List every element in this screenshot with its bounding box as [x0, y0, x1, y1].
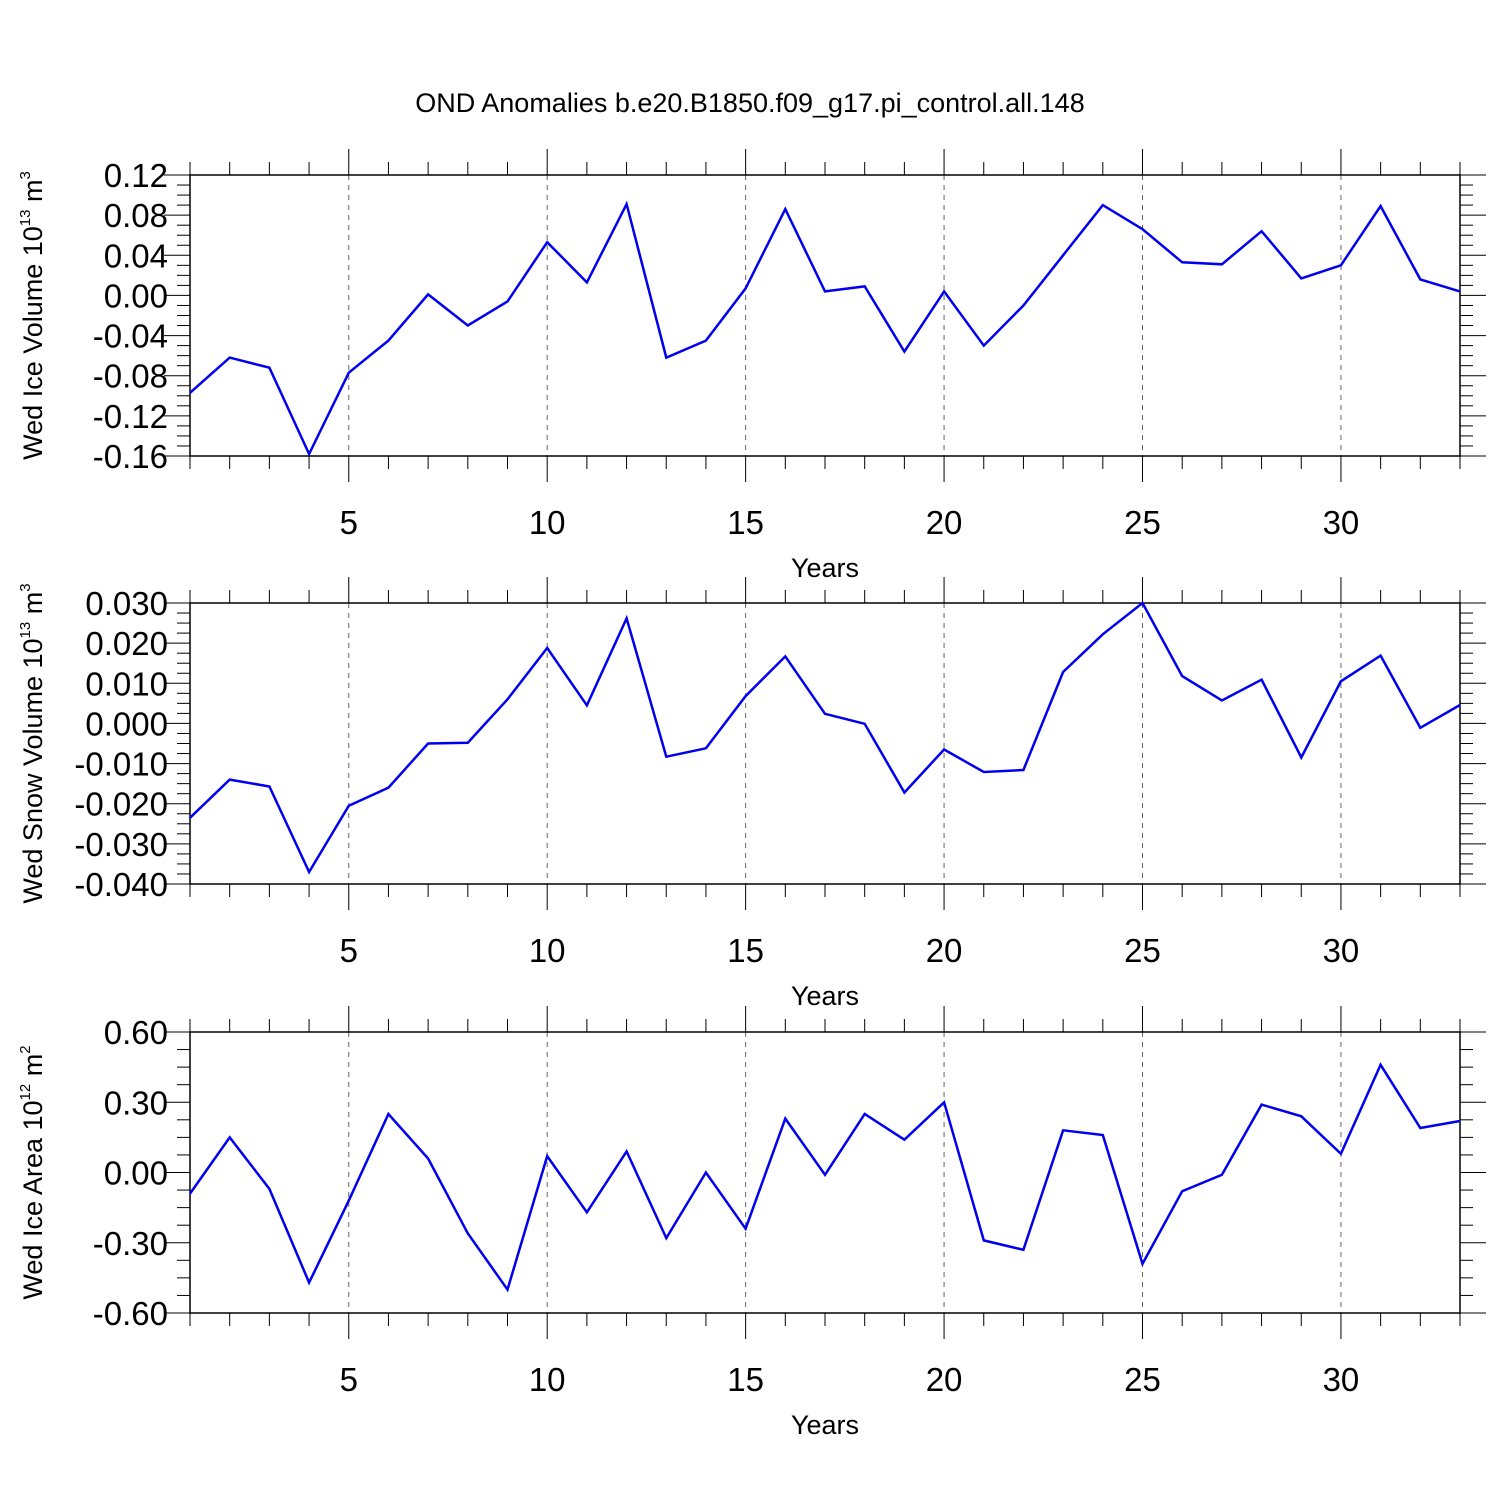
y-axis-label-main: Wed Ice Volume 10	[18, 226, 48, 460]
x-tick-label: 20	[926, 504, 963, 541]
y-axis-label-unit-exponent: 3	[17, 583, 34, 591]
y-axis-label: Wed Snow Volume 1013 m3	[17, 583, 48, 903]
y-axis-label-exponent: 13	[17, 622, 34, 639]
y-tick-label: -0.08	[93, 358, 168, 395]
y-tick-label: -0.60	[93, 1295, 168, 1332]
y-tick-label: 0.30	[104, 1084, 168, 1121]
x-tick-label: 20	[926, 932, 963, 969]
y-tick-label: 0.00	[104, 1155, 168, 1192]
x-tick-label: 20	[926, 1361, 963, 1398]
y-axis-label: Wed Ice Area 1012 m2	[17, 1045, 48, 1299]
series-line	[188, 1062, 1461, 1293]
x-axis-label: Years	[791, 553, 859, 583]
y-tick-label: 0.000	[85, 705, 168, 742]
y-axis-label-main: Wed Snow Volume 10	[18, 638, 48, 903]
panels: 0.120.080.040.00-0.04-0.08-0.12-0.165 10 1…	[17, 149, 1486, 1440]
x-tick-label: 25	[1124, 932, 1161, 969]
y-tick-label: -0.010	[74, 746, 168, 783]
x-tick-label: 15	[727, 504, 764, 541]
y-tick-label: -0.12	[93, 398, 168, 435]
y-axis-label-exponent: 13	[17, 210, 34, 227]
x-tick-label: 5	[340, 1361, 358, 1398]
y-tick-label: 0.00	[104, 277, 168, 314]
series-line	[189, 200, 1461, 457]
plot-frame	[189, 602, 1461, 885]
x-axis-label: Years	[791, 981, 859, 1011]
y-axis-label-main: Wed Ice Area 10	[18, 1100, 48, 1299]
panel-1: 0.120.080.040.00 -0.04-0.08-0.12-0.16 5 10 1…	[17, 149, 1486, 583]
y-tick-label: 0.030	[85, 585, 168, 622]
figure-title: OND Anomalies b.e20.B1850.f09_g17.pi_con…	[415, 88, 1084, 118]
x-tick-label: 25	[1124, 504, 1161, 541]
y-tick-label: 0.010	[85, 665, 168, 702]
x-tick-label: 15	[727, 932, 764, 969]
y-tick-label: 0.60	[104, 1014, 168, 1051]
y-tick-label: -0.040	[74, 866, 168, 903]
x-tick-label: 30	[1323, 504, 1360, 541]
x-tick-label: 10	[529, 504, 566, 541]
y-axis-label-unit: m	[18, 1054, 48, 1084]
x-tick-label: 5	[340, 932, 358, 969]
y-axis-label-unit-exponent: 3	[17, 171, 34, 179]
y-axis-label-unit-exponent: 2	[17, 1045, 34, 1053]
x-tick-label: 10	[529, 932, 566, 969]
y-axis-label-exponent: 12	[17, 1084, 34, 1101]
x-tick-label: 25	[1124, 1361, 1161, 1398]
x-tick-label: 5	[340, 504, 358, 541]
y-tick-label: -0.030	[74, 826, 168, 863]
plot-frame	[189, 1031, 1461, 1314]
y-tick-label: -0.020	[74, 786, 168, 823]
x-axis-label: Years	[791, 1410, 859, 1440]
plot-frame	[189, 174, 1461, 457]
x-tick-label: 30	[1323, 1361, 1360, 1398]
series-line	[189, 601, 1461, 875]
y-tick-label: 0.08	[104, 197, 168, 234]
y-tick-label: 0.12	[104, 157, 168, 194]
y-tick-label: 0.04	[104, 237, 168, 274]
y-tick-label: -0.30	[93, 1225, 168, 1262]
x-tick-label: 30	[1323, 932, 1360, 969]
y-axis-label: Wed Ice Volume 1013 m3	[17, 171, 48, 460]
y-axis-label-unit: m	[18, 180, 48, 210]
y-axis-label-unit: m	[18, 592, 48, 622]
y-tick-label: -0.04	[93, 318, 168, 355]
panel-3: 0.60 0.30 0.00 -0.30 -0.60 5 10 15 20 25 30 Years We…	[17, 1006, 1486, 1440]
y-tick-label: 0.020	[85, 625, 168, 662]
x-tick-label: 10	[529, 1361, 566, 1398]
x-tick-label: 15	[727, 1361, 764, 1398]
y-tick-label: -0.16	[93, 438, 168, 475]
